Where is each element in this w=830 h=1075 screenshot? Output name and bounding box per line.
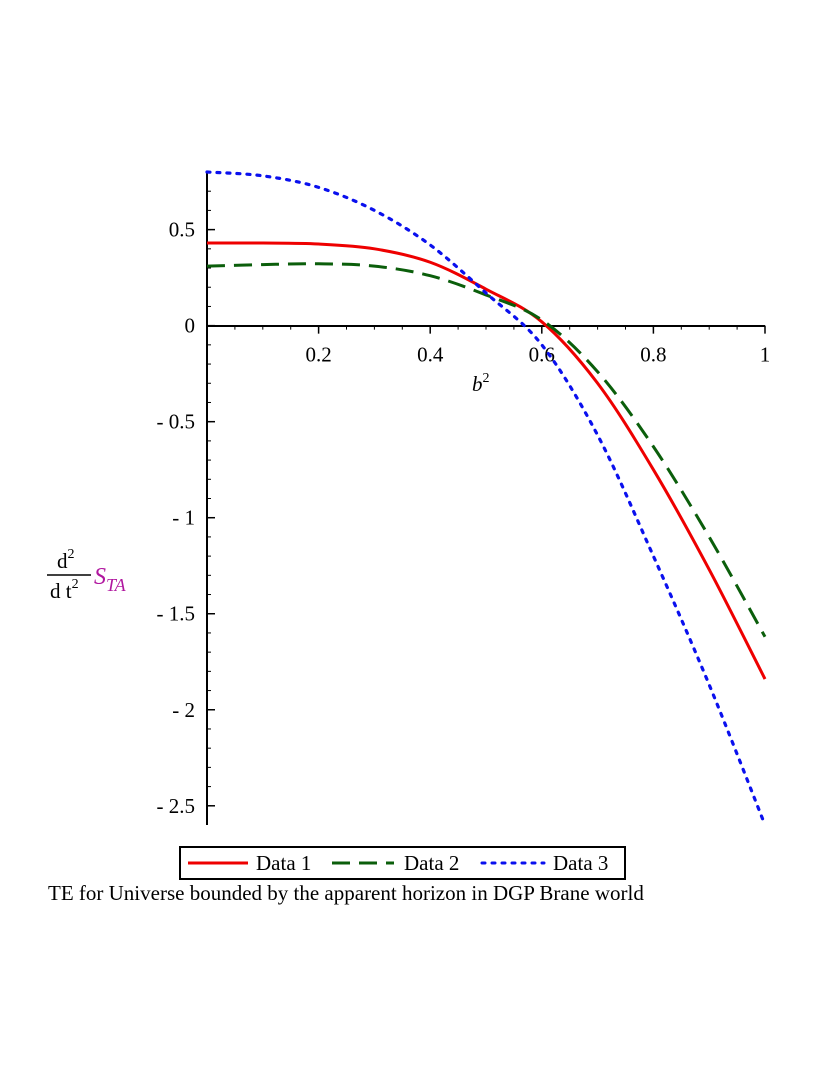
y-axis-label: d2 d t2 STA — [47, 547, 127, 603]
x-tick-label: 0.8 — [640, 343, 666, 367]
series-line-data-2 — [206, 262, 767, 638]
y-tick-label: - 1 — [172, 506, 195, 530]
x-tick-label: 1 — [760, 343, 771, 367]
x-axis-label: b2 — [472, 371, 490, 396]
plot-area: 0.50- 0.5- 1- 1.5- 2- 2.5 0.2 0.4 0.6 0.8 1 — [157, 170, 771, 827]
legend-box — [179, 846, 626, 880]
series-group — [205, 170, 767, 827]
y-tick-label: 0.5 — [169, 218, 195, 242]
y-tick-label: - 1.5 — [157, 602, 196, 626]
y-label-numerator: d2 — [57, 547, 75, 573]
legend: Data 1 Data 2 Data 3 — [179, 846, 626, 880]
y-tick-label: - 0.5 — [157, 410, 196, 434]
x-tick-label: 0.4 — [417, 343, 444, 367]
series-line-data-1 — [206, 241, 767, 680]
legend-label-data-2: Data 2 — [404, 851, 459, 875]
legend-label-data-3: Data 3 — [553, 851, 608, 875]
y-tick-label: - 2.5 — [157, 794, 196, 818]
x-ticks: 0.2 0.4 0.6 0.8 1 — [234, 325, 771, 367]
series-line-data-3 — [205, 170, 767, 827]
y-label-denominator: d t2 — [50, 577, 79, 603]
chart-caption: TE for Universe bounded by the apparent … — [48, 881, 644, 905]
y-label-symbol: STA — [94, 564, 127, 595]
y-ticks: 0.5 0 - 0.5 - 1 - 1.5 - 2 - 2.5 — [157, 190, 215, 818]
y-tick-label: - 2 — [172, 698, 195, 722]
y-tick-label: 0 — [185, 314, 196, 338]
legend-label-data-1: Data 1 — [256, 851, 311, 875]
x-tick-label: 0.2 — [305, 343, 331, 367]
